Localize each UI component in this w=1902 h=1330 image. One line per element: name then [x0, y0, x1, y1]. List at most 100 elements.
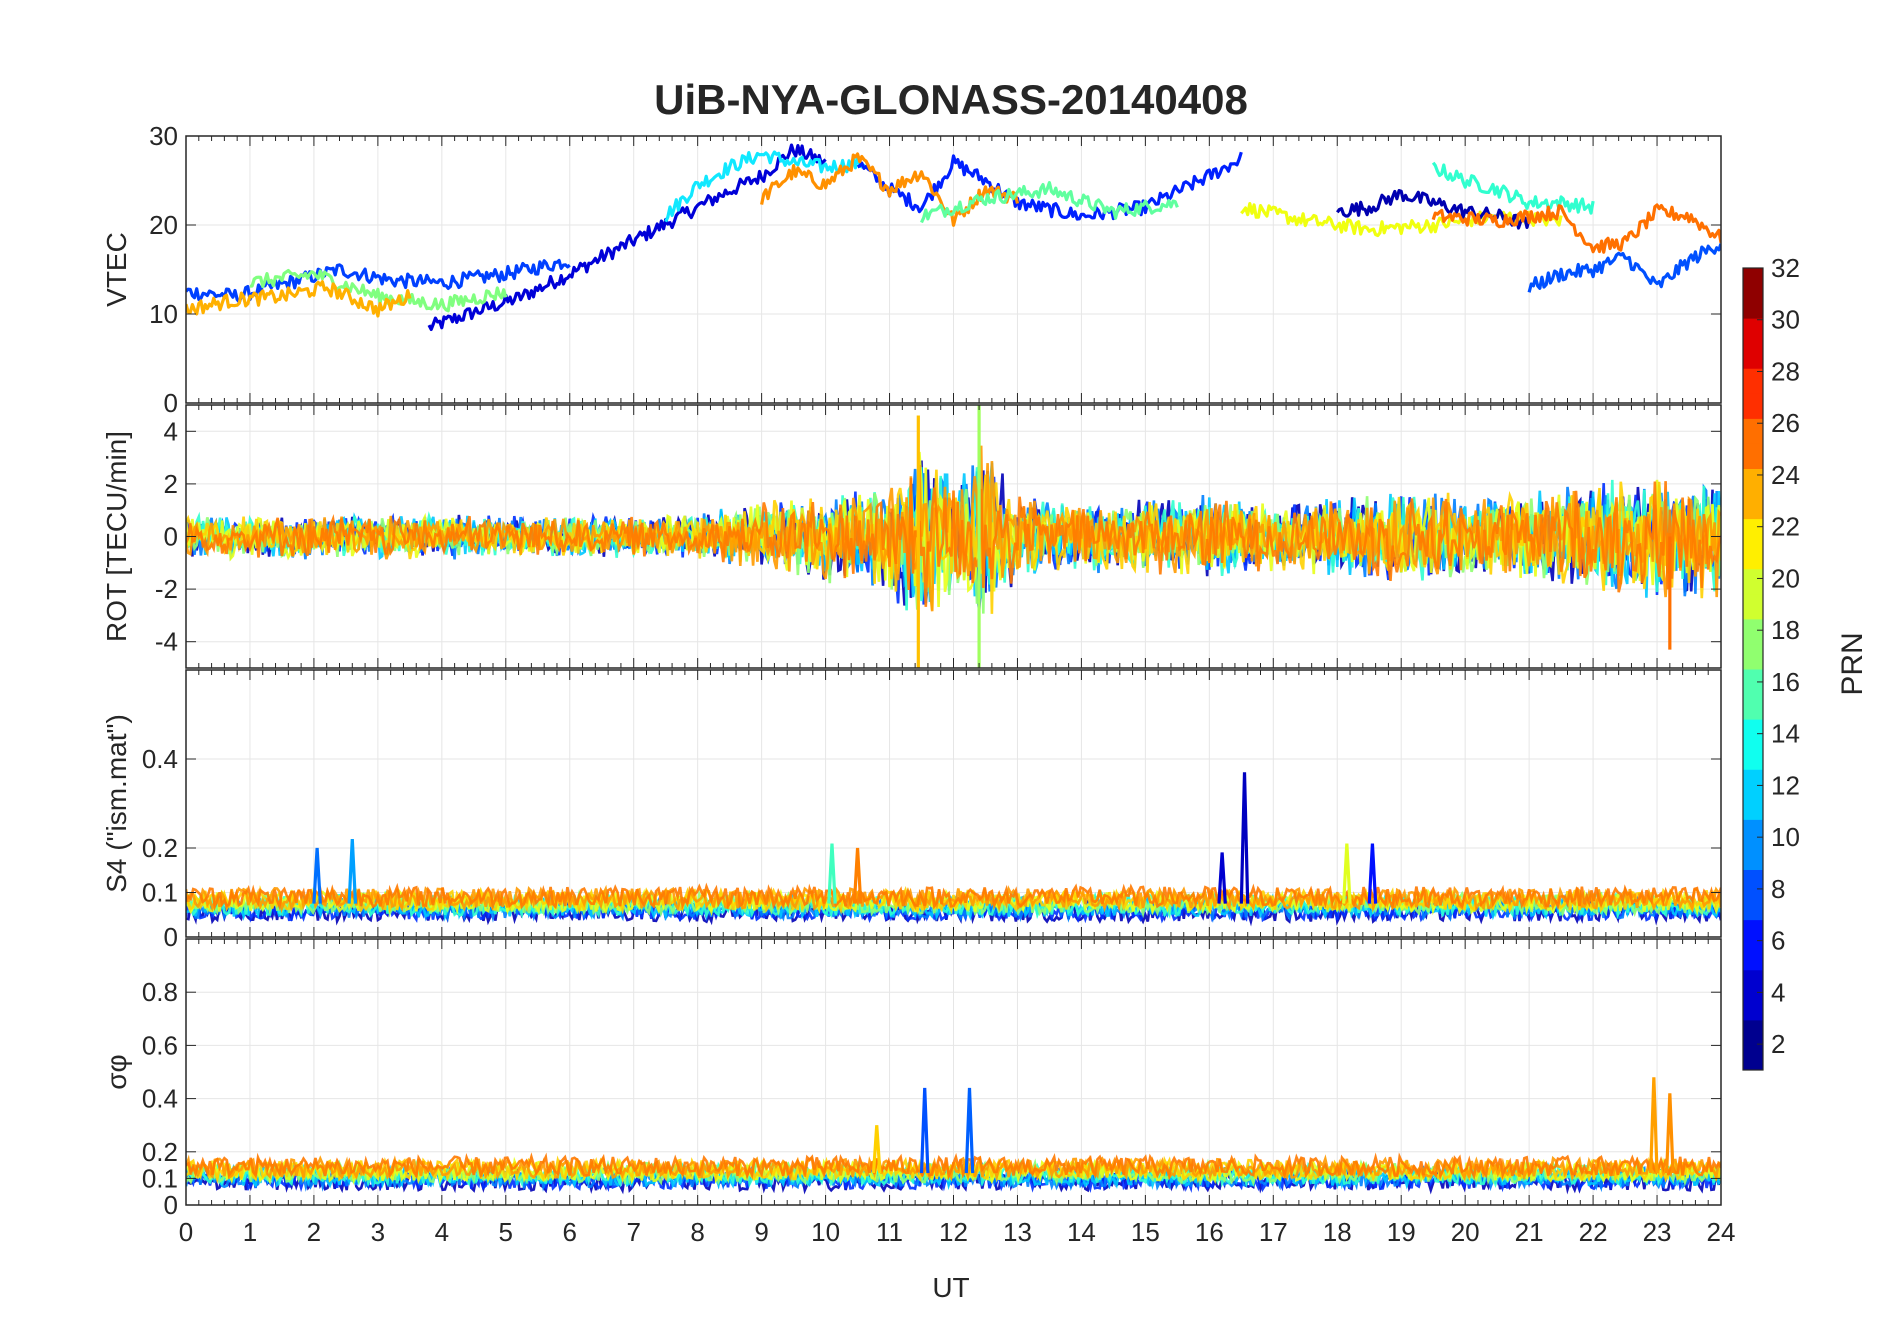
panel-s4-ylabel: S4 ("ism.mat"): [101, 714, 132, 893]
x-tick-label: 11: [876, 1217, 903, 1247]
panel-rot-ticks: [185, 405, 1722, 668]
x-tick-label: 6: [563, 1217, 577, 1247]
s4-peak: [312, 847, 322, 904]
panel-s4-plot: [186, 772, 1721, 927]
vtec-series-prn-12: [664, 150, 866, 223]
colorbar-band: [1743, 368, 1763, 394]
y-tick-label: 0.2: [142, 833, 178, 863]
colorbar-band: [1743, 293, 1763, 319]
panel-vtec-ylabel: VTEC: [101, 232, 132, 307]
x-tick-label: 24: [1707, 1217, 1736, 1247]
colorbar-tick-label: 6: [1771, 926, 1785, 956]
colorbar-band: [1743, 769, 1763, 795]
sigma-phi-peak: [1649, 1077, 1659, 1174]
panel-s4: 0 0.1 0.2 0.4 S4 ("ism.mat"): [101, 669, 1722, 952]
y-tick-label: 20: [149, 210, 178, 240]
x-tick-label: 12: [939, 1217, 968, 1247]
colorbar-band: [1743, 268, 1763, 294]
y-tick-label: -2: [155, 574, 178, 604]
colorbar-tick-label: 22: [1771, 512, 1800, 542]
y-tick-label: 4: [164, 416, 178, 446]
y-tick-label: 0.6: [142, 1030, 178, 1060]
panel-rot: -4 -2 0 2 4 ROT [TECU/min]: [101, 404, 1722, 669]
panel-rot-ylabel: ROT [TECU/min]: [101, 431, 132, 642]
y-tick-label: 2: [164, 469, 178, 499]
vtec-series-prn-7: [1527, 243, 1721, 293]
y-tick-label: 30: [149, 121, 178, 151]
colorbar-tick-label: 18: [1771, 615, 1800, 645]
y-tick-label: 0.4: [142, 1084, 178, 1114]
x-tick-label: 1: [243, 1217, 257, 1247]
y-tick-label: 0.2: [142, 1137, 178, 1167]
colorbar-band: [1743, 919, 1763, 946]
x-tick-label: 14: [1067, 1217, 1096, 1247]
y-tick-label: 0.8: [142, 977, 178, 1007]
colorbar-tick-label: 12: [1771, 770, 1800, 800]
colorbar-tick-label: 8: [1771, 874, 1785, 904]
colorbar-band: [1743, 994, 1763, 1021]
x-tick-label: 9: [754, 1217, 768, 1247]
s4-peak: [347, 839, 358, 904]
colorbar-band: [1743, 518, 1763, 545]
colorbar-band: [1743, 568, 1763, 595]
vtec-series-prn-2: [1336, 189, 1531, 230]
colorbar-band: [1743, 618, 1763, 645]
colorbar-band: [1743, 543, 1763, 570]
colorbar-tick-label: 2: [1771, 1029, 1785, 1059]
colorbar-band: [1743, 744, 1763, 770]
x-tick-label: 20: [1451, 1217, 1480, 1247]
s4-peak: [1342, 843, 1352, 904]
panel-vtec-ticks: [185, 135, 1722, 404]
colorbar-tick-label: 30: [1771, 305, 1800, 335]
colorbar-band: [1743, 393, 1763, 419]
y-tick-label: 0.1: [142, 1163, 178, 1193]
colorbar-band: [1743, 719, 1763, 745]
colorbar-tick-label: 32: [1771, 253, 1800, 283]
x-tick-label: 19: [1387, 1217, 1416, 1247]
rot-trace: [186, 478, 1721, 607]
x-tick-label: 16: [1195, 1217, 1224, 1247]
x-tick-label: 18: [1323, 1217, 1352, 1247]
x-tick-label: 5: [499, 1217, 513, 1247]
y-tick-label: 0: [164, 522, 178, 552]
panel-sigma-phi-plot: [186, 1077, 1721, 1195]
colorbar-tick-label: 4: [1771, 977, 1785, 1007]
y-tick-label: 10: [149, 299, 178, 329]
y-tick-label: 0: [164, 922, 178, 952]
colorbar-band: [1743, 844, 1763, 870]
colorbar-tick-label: 16: [1771, 667, 1800, 697]
s4-trace: [186, 882, 1721, 912]
x-tick-label: 3: [371, 1217, 385, 1247]
vtec-series-prn-5: [856, 151, 1243, 221]
colorbar-band: [1743, 443, 1763, 469]
x-tick-label: 23: [1643, 1217, 1672, 1247]
colorbar-band: [1743, 1044, 1763, 1071]
x-tick-label: 4: [435, 1217, 449, 1247]
vtec-series-prn-23: [760, 152, 1020, 227]
colorbar-band: [1743, 894, 1763, 921]
colorbar-tick-label: 14: [1771, 719, 1800, 749]
panel-sigma-phi-ticks: [185, 939, 1722, 1206]
panel-sigma-phi-ylabel: σφ: [101, 1054, 132, 1089]
colorbar-label: PRN: [1836, 632, 1869, 695]
colorbar-band: [1743, 969, 1763, 996]
colorbar-band: [1743, 493, 1763, 520]
panel-rot-plot: [186, 405, 1721, 668]
colorbar-band: [1743, 343, 1763, 369]
colorbar-band: [1743, 819, 1763, 845]
s4-peak: [852, 847, 863, 904]
sigma-phi-peak: [871, 1125, 882, 1174]
y-tick-label: 0.1: [142, 878, 178, 908]
s4-peak: [1217, 852, 1227, 904]
sigma-phi-peak: [964, 1087, 975, 1174]
panel-s4-ticks: [185, 670, 1722, 938]
vtec-series-prn-22: [186, 280, 412, 318]
colorbar-band: [1743, 669, 1763, 695]
x-tick-label: 10: [811, 1217, 840, 1247]
sigma-phi-peak: [1665, 1093, 1675, 1174]
s4-peak: [1367, 843, 1378, 904]
s4-peak: [827, 843, 837, 904]
